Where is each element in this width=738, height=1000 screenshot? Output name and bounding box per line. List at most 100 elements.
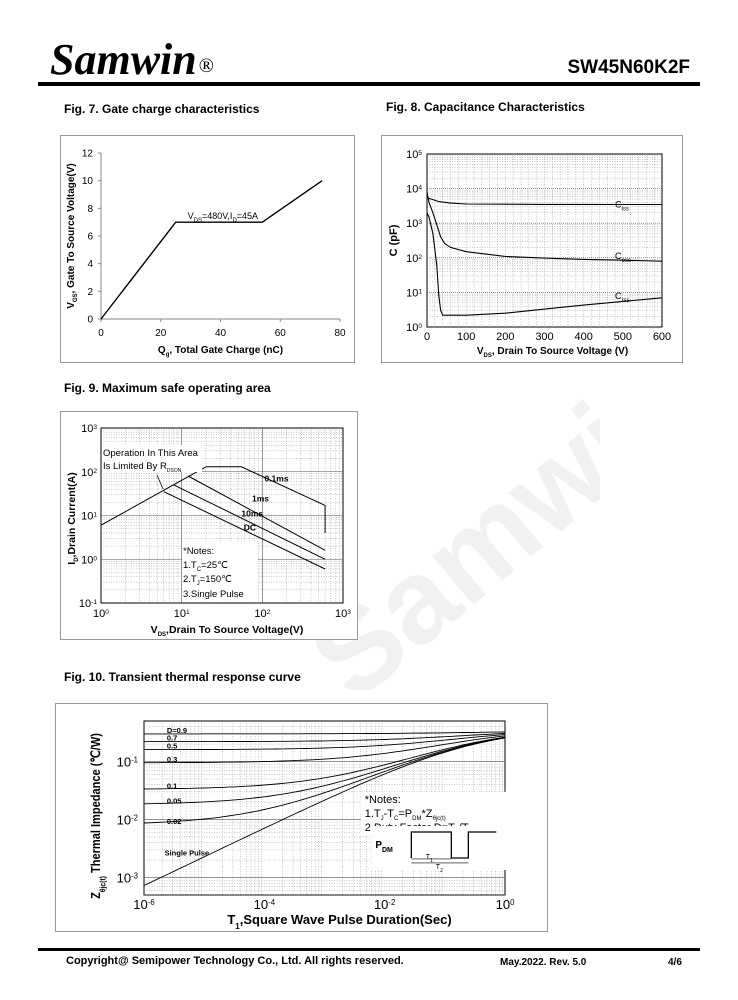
- fig9-note-1: *Notes:: [183, 546, 214, 557]
- fig8-x-tick-label: 500: [614, 331, 632, 343]
- fig7-gate-charge-curve: [100, 180, 323, 320]
- fig8-x-label: VDS, Drain To Source Voltage (V): [477, 346, 628, 359]
- fig9-y-tick-label: 102: [81, 467, 97, 479]
- fig9-chart: 100 101 102 10310-11001011021030.1ms1ms10ms…: [66, 423, 351, 638]
- fig9-x-tick-label: 103: [335, 608, 351, 620]
- fig10-note-2: 1.TJ-TC=PDM*Zθjc(t): [365, 808, 446, 822]
- header-rule: [38, 82, 700, 86]
- fig10-y-label: Zθjc(t) Thermal Impedance (℃/W): [88, 733, 107, 899]
- fig8-coss-curve: [426, 191, 663, 262]
- fig9-notes-bg: [182, 543, 258, 601]
- fig8-x-tick-label: 200: [496, 331, 514, 343]
- fig7-y-tick-label: 6: [87, 232, 93, 243]
- brand-logo: Samwin ®: [50, 30, 214, 90]
- fig9-label-1ms: 1ms: [252, 493, 269, 503]
- fig7-y-label: VGS, Gate To Source Voltage(V): [66, 163, 79, 309]
- fig9-note-3: 2.TJ=150℃: [183, 574, 232, 587]
- fig10-curve-7: [143, 737, 506, 824]
- fig9-series-2: [205, 466, 326, 533]
- fig9-x-tick-label: 101: [174, 608, 190, 620]
- fig9-annotation-line2: Is Limited By RDSON: [103, 461, 182, 474]
- fig10-curve-label-6: 0.05: [167, 797, 182, 806]
- fig7-y-tick-label: 2: [87, 287, 93, 298]
- fig7-y-tick-label: 4: [87, 259, 93, 270]
- fig9-annotation-line1: Operation In This Area: [103, 448, 199, 459]
- fig7-chart: 0 2 4 6 8 10 12 0 20 40 60 80 VDS=480V,ID=45A Qg, Tot…: [66, 149, 346, 359]
- footer-page: 4/6: [668, 957, 682, 968]
- fig10-t1-label: T1: [426, 854, 433, 864]
- fig10-x-tick-label: 100: [496, 897, 515, 912]
- fig8-x-tick-label: 0: [424, 331, 430, 343]
- fig10-curve-label-8: Single Pulse: [165, 848, 210, 857]
- fig9-frame: 100 101 102 103 10-1 100 101 102 103 0.1ms 1ms 10ms…: [60, 411, 358, 640]
- fig10-curve-4: [144, 735, 506, 764]
- fig9-label-01ms: 0.1ms: [264, 473, 288, 483]
- fig10-y-tick-label: 10-3: [117, 871, 138, 886]
- fig9-y-tick-label: 101: [81, 511, 97, 523]
- fig8-y-tick-label: 104: [406, 184, 422, 196]
- footer-date-rev: May.2022. Rev. 5.0: [500, 957, 587, 968]
- fig9-note-2: 1.TC=25℃: [183, 560, 228, 573]
- fig10-note-1: *Notes:: [365, 794, 401, 806]
- fig8-x-tick-label: 600: [653, 331, 671, 343]
- fig8-y-tick-label: 105: [406, 149, 422, 161]
- fig8-title: Fig. 8. Capacitance Characteristics: [386, 100, 585, 114]
- fig9-x-tick-label: 100: [93, 608, 109, 620]
- fig9-label-DC: DC: [244, 523, 256, 533]
- fig7-y-tick-label: 12: [82, 149, 94, 160]
- fig8-y-tick-label: 102: [406, 253, 422, 265]
- fig8-y-tick-label: 100: [406, 322, 422, 334]
- fig10-curve-label-7: 0.02: [167, 817, 182, 826]
- fig8-y-tick-label: 103: [406, 218, 422, 230]
- fig8-x-tick-label: 100: [457, 331, 475, 343]
- fig8-ciss-curve: [426, 197, 662, 206]
- fig8-y-label: C (pF): [388, 224, 400, 256]
- fig7-annotation: VDS=480V,ID=45A: [188, 211, 258, 224]
- fig10-y-tick-label: 10-1: [117, 755, 138, 770]
- fig10-curve-8: [143, 737, 506, 886]
- fig8-crss-label: Crss: [615, 291, 630, 304]
- fig10-x-label: T1,Square Wave Pulse Duration(Sec): [227, 912, 451, 931]
- fig8-crss-curve: [426, 212, 663, 316]
- fig10-pdm-label: PDM: [375, 840, 393, 854]
- fig10-y-tick-label: 10-2: [117, 813, 138, 828]
- fig8-chart: 0 100 200 300 400 500 600100101102103104105Cis…: [388, 149, 671, 359]
- fig8-frame: 0 100 200 300 400 500 600 100 101 102 103 104 105 Cis…: [381, 135, 683, 363]
- fig8-coss-label: Coss: [615, 251, 631, 264]
- fig7-x-tick-label: 60: [275, 328, 287, 339]
- part-number: SW45N60K2F: [567, 57, 691, 78]
- fig9-label-10ms: 10ms: [241, 508, 263, 518]
- fig9-note-4: 3.Single Pulse: [183, 589, 244, 600]
- fig8-x-tick-label: 300: [535, 331, 553, 343]
- fig7-x-tick-label: 40: [215, 328, 227, 339]
- footer-copyright: Copyright@ Semipower Technology Co., Ltd…: [66, 955, 404, 967]
- fig10-curve-6: [143, 737, 506, 805]
- fig8-ciss-label: Ciss: [615, 200, 629, 213]
- fig10-curve-label-5: 0.1: [167, 781, 177, 790]
- fig10-pulse-bg: [371, 825, 567, 870]
- fig9-series-5: [163, 491, 326, 570]
- fig7-y-tick-label: 8: [87, 204, 93, 215]
- fig7-y-tick-label: 10: [82, 176, 94, 187]
- fig8-x-tick-label: 400: [574, 331, 592, 343]
- fig9-x-tick-label: 102: [254, 608, 270, 620]
- fig10-x-tick-label: 10-4: [254, 897, 276, 912]
- fig10-curve-label-2: 0.7: [167, 734, 177, 743]
- fig10-curve-3: [144, 734, 506, 751]
- fig10-pulse-waveform: [410, 831, 497, 859]
- fig10-curve-label-1: D=0.9: [167, 726, 187, 735]
- fig10-curve-1: [144, 731, 506, 735]
- fig10-curve-5: [143, 736, 506, 790]
- fig9-annotation-arrow: [156, 474, 164, 490]
- fig9-series-1: [100, 466, 207, 526]
- fig10-curve-label-3: 0.5: [167, 742, 177, 751]
- fig10-curve-2: [143, 732, 506, 743]
- fig8-y-tick-label: 101: [406, 287, 422, 299]
- brand-name: Samwin: [50, 35, 197, 84]
- fig10-x-tick-label: 10-2: [374, 897, 395, 912]
- fig7-y-tick-label: 0: [87, 315, 93, 326]
- fig10-frame: 10-6 10-4 10-2 100 10-3 10-2 10-1 D=0.9 0.7 0.5 0.…: [55, 703, 567, 932]
- fig9-series-3: [187, 475, 326, 551]
- registered-mark: ®: [198, 55, 214, 77]
- fig9-y-tick-label: 103: [81, 423, 97, 435]
